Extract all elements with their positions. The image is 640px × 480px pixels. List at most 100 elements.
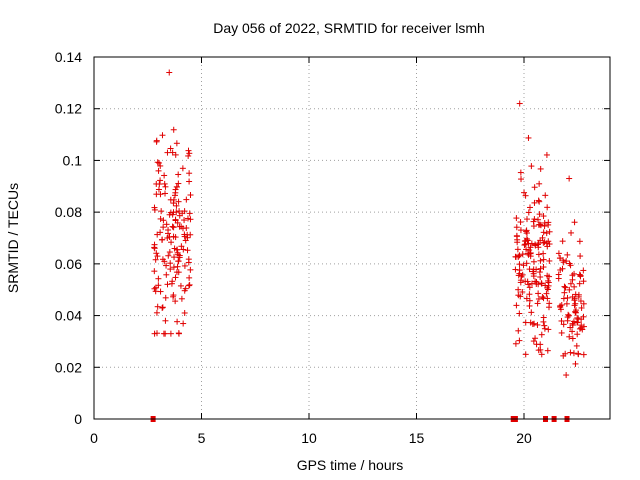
data-point — [161, 180, 168, 187]
data-point — [187, 266, 194, 273]
data-point — [544, 347, 551, 354]
data-point — [158, 236, 165, 243]
data-point — [526, 284, 533, 291]
data-point — [525, 209, 532, 216]
data-point — [532, 335, 539, 342]
data-point — [559, 238, 566, 245]
data-point — [153, 250, 160, 257]
data-point — [157, 162, 164, 169]
data-point — [576, 280, 583, 287]
data-point — [561, 283, 568, 290]
data-point — [519, 271, 526, 278]
data-point — [546, 257, 553, 264]
data-point — [162, 190, 169, 197]
data-point — [528, 163, 535, 170]
data-point — [159, 132, 166, 139]
data-point — [151, 204, 158, 211]
data-point — [525, 281, 532, 288]
data-points — [150, 69, 588, 422]
data-point — [577, 253, 584, 260]
data-point — [561, 289, 568, 296]
y-tick-label: 0 — [74, 411, 82, 427]
data-point — [186, 281, 193, 288]
data-point — [580, 351, 587, 358]
data-point — [558, 329, 565, 336]
y-tick-label: 0.04 — [55, 308, 82, 324]
data-point — [576, 238, 583, 245]
data-point — [178, 243, 185, 250]
data-point — [538, 351, 545, 358]
data-point — [176, 208, 183, 215]
data-point — [534, 216, 541, 223]
data-point — [152, 256, 159, 263]
data-point — [527, 250, 534, 257]
data-point — [541, 325, 548, 332]
data-point — [533, 266, 540, 273]
data-point — [517, 279, 524, 286]
data-point — [171, 254, 178, 261]
data-point — [162, 294, 169, 301]
y-tick-label: 0.02 — [55, 359, 82, 375]
data-point — [515, 327, 522, 334]
data-point — [540, 256, 547, 263]
data-point — [184, 231, 191, 238]
data-point — [537, 165, 544, 172]
data-point — [516, 261, 523, 268]
data-point — [567, 349, 574, 356]
data-point — [540, 314, 547, 321]
y-axis-label: SRMTID / TECUs — [5, 183, 21, 293]
data-point — [574, 331, 581, 338]
data-point — [526, 291, 533, 298]
data-point — [541, 219, 548, 226]
data-point — [537, 265, 544, 272]
data-point — [163, 271, 170, 278]
data-point — [517, 227, 524, 234]
data-point — [519, 251, 526, 258]
data-point — [166, 249, 173, 256]
data-point — [516, 100, 523, 107]
data-point — [569, 335, 576, 342]
data-point — [576, 271, 583, 278]
data-point — [522, 351, 529, 358]
data-point — [537, 273, 544, 280]
data-point — [162, 317, 169, 324]
x-tick-label: 15 — [409, 430, 425, 446]
data-point — [531, 216, 538, 223]
data-point — [177, 282, 184, 289]
data-point — [538, 331, 545, 338]
data-point — [540, 250, 547, 257]
data-point — [544, 272, 551, 279]
data-point — [515, 253, 522, 260]
data-point — [165, 230, 172, 237]
chart-title: Day 056 of 2022, SRMTID for receiver lsm… — [213, 20, 485, 36]
data-point — [517, 293, 524, 300]
data-point — [571, 302, 578, 309]
data-point — [517, 219, 524, 226]
data-point — [513, 215, 520, 222]
data-point — [181, 309, 188, 316]
data-point — [543, 230, 550, 237]
data-point — [571, 283, 578, 290]
data-point — [535, 197, 542, 204]
data-point — [151, 285, 158, 292]
data-point — [165, 252, 172, 259]
data-point — [521, 189, 528, 196]
data-point — [155, 282, 162, 289]
data-point — [176, 212, 183, 219]
data-point — [530, 270, 537, 277]
data-point — [578, 304, 585, 311]
data-point — [169, 223, 176, 230]
data-point — [162, 330, 169, 337]
data-point — [530, 258, 537, 265]
data-point — [185, 282, 192, 289]
data-point — [155, 186, 162, 193]
data-point — [531, 199, 538, 206]
axis-ticks: 0 5 10 15 20 0 0.02 0.04 0.06 0.08 0.1 0.12 0.14 — [55, 49, 610, 446]
grid — [94, 57, 610, 419]
data-point — [572, 308, 579, 315]
data-point — [563, 300, 570, 307]
x-tick-label: 5 — [198, 430, 206, 446]
data-point — [179, 165, 186, 172]
data-point — [512, 266, 519, 273]
